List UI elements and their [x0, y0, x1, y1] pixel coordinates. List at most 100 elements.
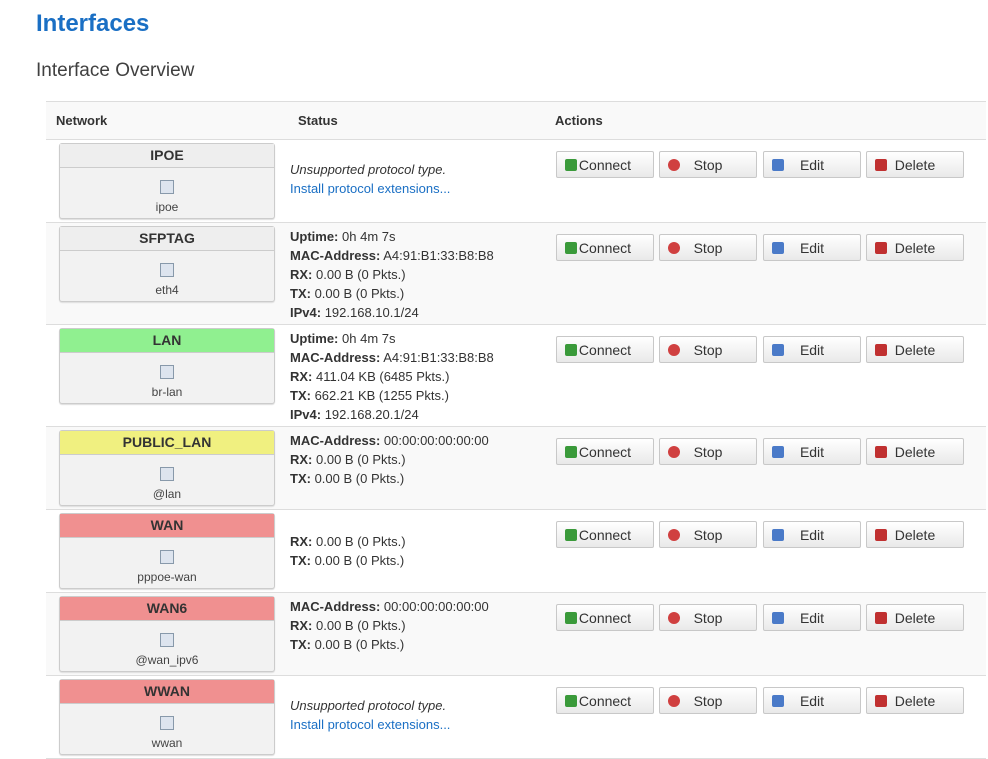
- page-title: Interfaces: [36, 10, 150, 37]
- action-button[interactable]: Stop: [659, 687, 757, 714]
- network-box: LAN br-lan: [59, 328, 275, 404]
- action-button[interactable]: Edit: [763, 151, 861, 178]
- status-line: MAC-Address: 00:00:00:00:00:00: [290, 431, 489, 450]
- network-box: PUBLIC_LAN @lan: [59, 430, 275, 506]
- button-label: Edit: [799, 444, 825, 460]
- action-button[interactable]: Stop: [659, 336, 757, 363]
- status-line: Uptime: 0h 4m 7s: [290, 227, 494, 246]
- status-value: 0.00 B (0 Pkts.): [316, 452, 406, 467]
- action-button[interactable]: Connect: [556, 151, 654, 178]
- action-button[interactable]: Delete: [866, 604, 964, 631]
- button-label: Edit: [799, 240, 825, 256]
- network-device: @lan: [60, 455, 274, 505]
- status-line: RX: 0.00 B (0 Pkts.): [290, 450, 489, 469]
- status-value: 0.00 B (0 Pkts.): [316, 267, 406, 282]
- action-button[interactable]: Edit: [763, 438, 861, 465]
- status-line: MAC-Address: A4:91:B1:33:B8:B8: [290, 246, 494, 265]
- action-button[interactable]: Connect: [556, 604, 654, 631]
- network-device: pppoe-wan: [60, 538, 274, 588]
- status-message: Unsupported protocol type.: [290, 162, 447, 177]
- status: Unsupported protocol type. Install protoc…: [290, 160, 450, 198]
- status-line: TX: 662.21 KB (1255 Pkts.): [290, 386, 494, 405]
- action-button[interactable]: Edit: [763, 234, 861, 261]
- button-label: Connect: [578, 240, 632, 256]
- button-icon: [565, 446, 577, 458]
- status-value: 0.00 B (0 Pkts.): [314, 471, 405, 486]
- device-icon: [160, 365, 174, 379]
- status-value: 192.168.10.1/24: [324, 305, 419, 320]
- action-button[interactable]: Delete: [866, 151, 964, 178]
- button-icon: [668, 446, 680, 458]
- status-line: TX: 0.00 B (0 Pkts.): [290, 284, 494, 303]
- status-value: 192.168.20.1/24: [324, 407, 419, 422]
- install-link[interactable]: Install protocol extensions...: [290, 717, 451, 732]
- action-button[interactable]: Stop: [659, 234, 757, 261]
- network-box: WWAN wwan: [59, 679, 275, 755]
- button-icon: [565, 242, 577, 254]
- status-label: MAC-Address:: [290, 350, 381, 365]
- status-value: 0h 4m 7s: [342, 331, 396, 346]
- action-button[interactable]: Connect: [556, 336, 654, 363]
- table-row: WAN pppoe-wan RX: 0.00 B (0 Pkts.) TX: 0.00…: [46, 510, 986, 593]
- button-label: Delete: [894, 693, 936, 709]
- status: Uptime: 0h 4m 7s MAC-Address: A4:91:B1:33…: [290, 227, 494, 322]
- network-device: eth4: [60, 251, 274, 301]
- status-message: Unsupported protocol type.: [290, 698, 447, 713]
- action-button[interactable]: Stop: [659, 438, 757, 465]
- action-button[interactable]: Delete: [866, 336, 964, 363]
- action-button[interactable]: Stop: [659, 604, 757, 631]
- action-button[interactable]: Delete: [866, 438, 964, 465]
- device-icon: [160, 550, 174, 564]
- action-button[interactable]: Delete: [866, 687, 964, 714]
- status-label: TX:: [290, 388, 311, 403]
- action-button[interactable]: Connect: [556, 687, 654, 714]
- network-device: ipoe: [60, 168, 274, 218]
- install-link[interactable]: Install protocol extensions...: [290, 181, 451, 196]
- status-value: 0.00 B (0 Pkts.): [314, 637, 405, 652]
- status-line: RX: 0.00 B (0 Pkts.): [290, 532, 406, 551]
- status-line: Uptime: 0h 4m 7s: [290, 329, 494, 348]
- status-line: IPv4: 192.168.10.1/24: [290, 303, 494, 322]
- action-button[interactable]: Stop: [659, 151, 757, 178]
- action-button[interactable]: Connect: [556, 521, 654, 548]
- button-icon: [875, 344, 887, 356]
- network-device: br-lan: [60, 353, 274, 403]
- network-name: IPOE: [60, 144, 274, 168]
- button-icon: [875, 695, 887, 707]
- button-label: Stop: [693, 610, 723, 626]
- status-label: Uptime:: [290, 229, 339, 244]
- status-line: RX: 0.00 B (0 Pkts.): [290, 265, 494, 284]
- button-label: Delete: [894, 444, 936, 460]
- network-device: wwan: [60, 704, 274, 754]
- button-icon: [565, 529, 577, 541]
- section-title: Interface Overview: [36, 60, 195, 81]
- action-button[interactable]: Edit: [763, 604, 861, 631]
- status-value: 00:00:00:00:00:00: [383, 433, 489, 448]
- button-label: Edit: [799, 527, 825, 543]
- button-icon: [772, 529, 784, 541]
- status-value: 0.00 B (0 Pkts.): [316, 618, 406, 633]
- interface-table: Network Status Actions IPOE ipoe Unsupport…: [46, 101, 986, 759]
- status-label: RX:: [290, 452, 313, 467]
- action-button[interactable]: Connect: [556, 234, 654, 261]
- network-box: WAN pppoe-wan: [59, 513, 275, 589]
- button-icon: [565, 695, 577, 707]
- action-button[interactable]: Edit: [763, 521, 861, 548]
- action-button[interactable]: Delete: [866, 521, 964, 548]
- action-button[interactable]: Delete: [866, 234, 964, 261]
- status-label: TX:: [290, 637, 311, 652]
- button-label: Stop: [693, 693, 723, 709]
- action-button[interactable]: Stop: [659, 521, 757, 548]
- action-button[interactable]: Edit: [763, 336, 861, 363]
- device-icon: [160, 633, 174, 647]
- button-icon: [772, 159, 784, 171]
- network-name: WAN: [60, 514, 274, 538]
- action-button[interactable]: Connect: [556, 438, 654, 465]
- status-label: TX:: [290, 471, 311, 486]
- button-label: Delete: [894, 157, 936, 173]
- table-row: WWAN wwan Unsupported protocol type. Instal…: [46, 676, 986, 759]
- action-button[interactable]: Edit: [763, 687, 861, 714]
- status-label: Uptime:: [290, 331, 339, 346]
- status: Uptime: 0h 4m 7s MAC-Address: A4:91:B1:33…: [290, 329, 494, 424]
- table-row: PUBLIC_LAN @lan MAC-Address: 00:00:00:00:0…: [46, 427, 986, 510]
